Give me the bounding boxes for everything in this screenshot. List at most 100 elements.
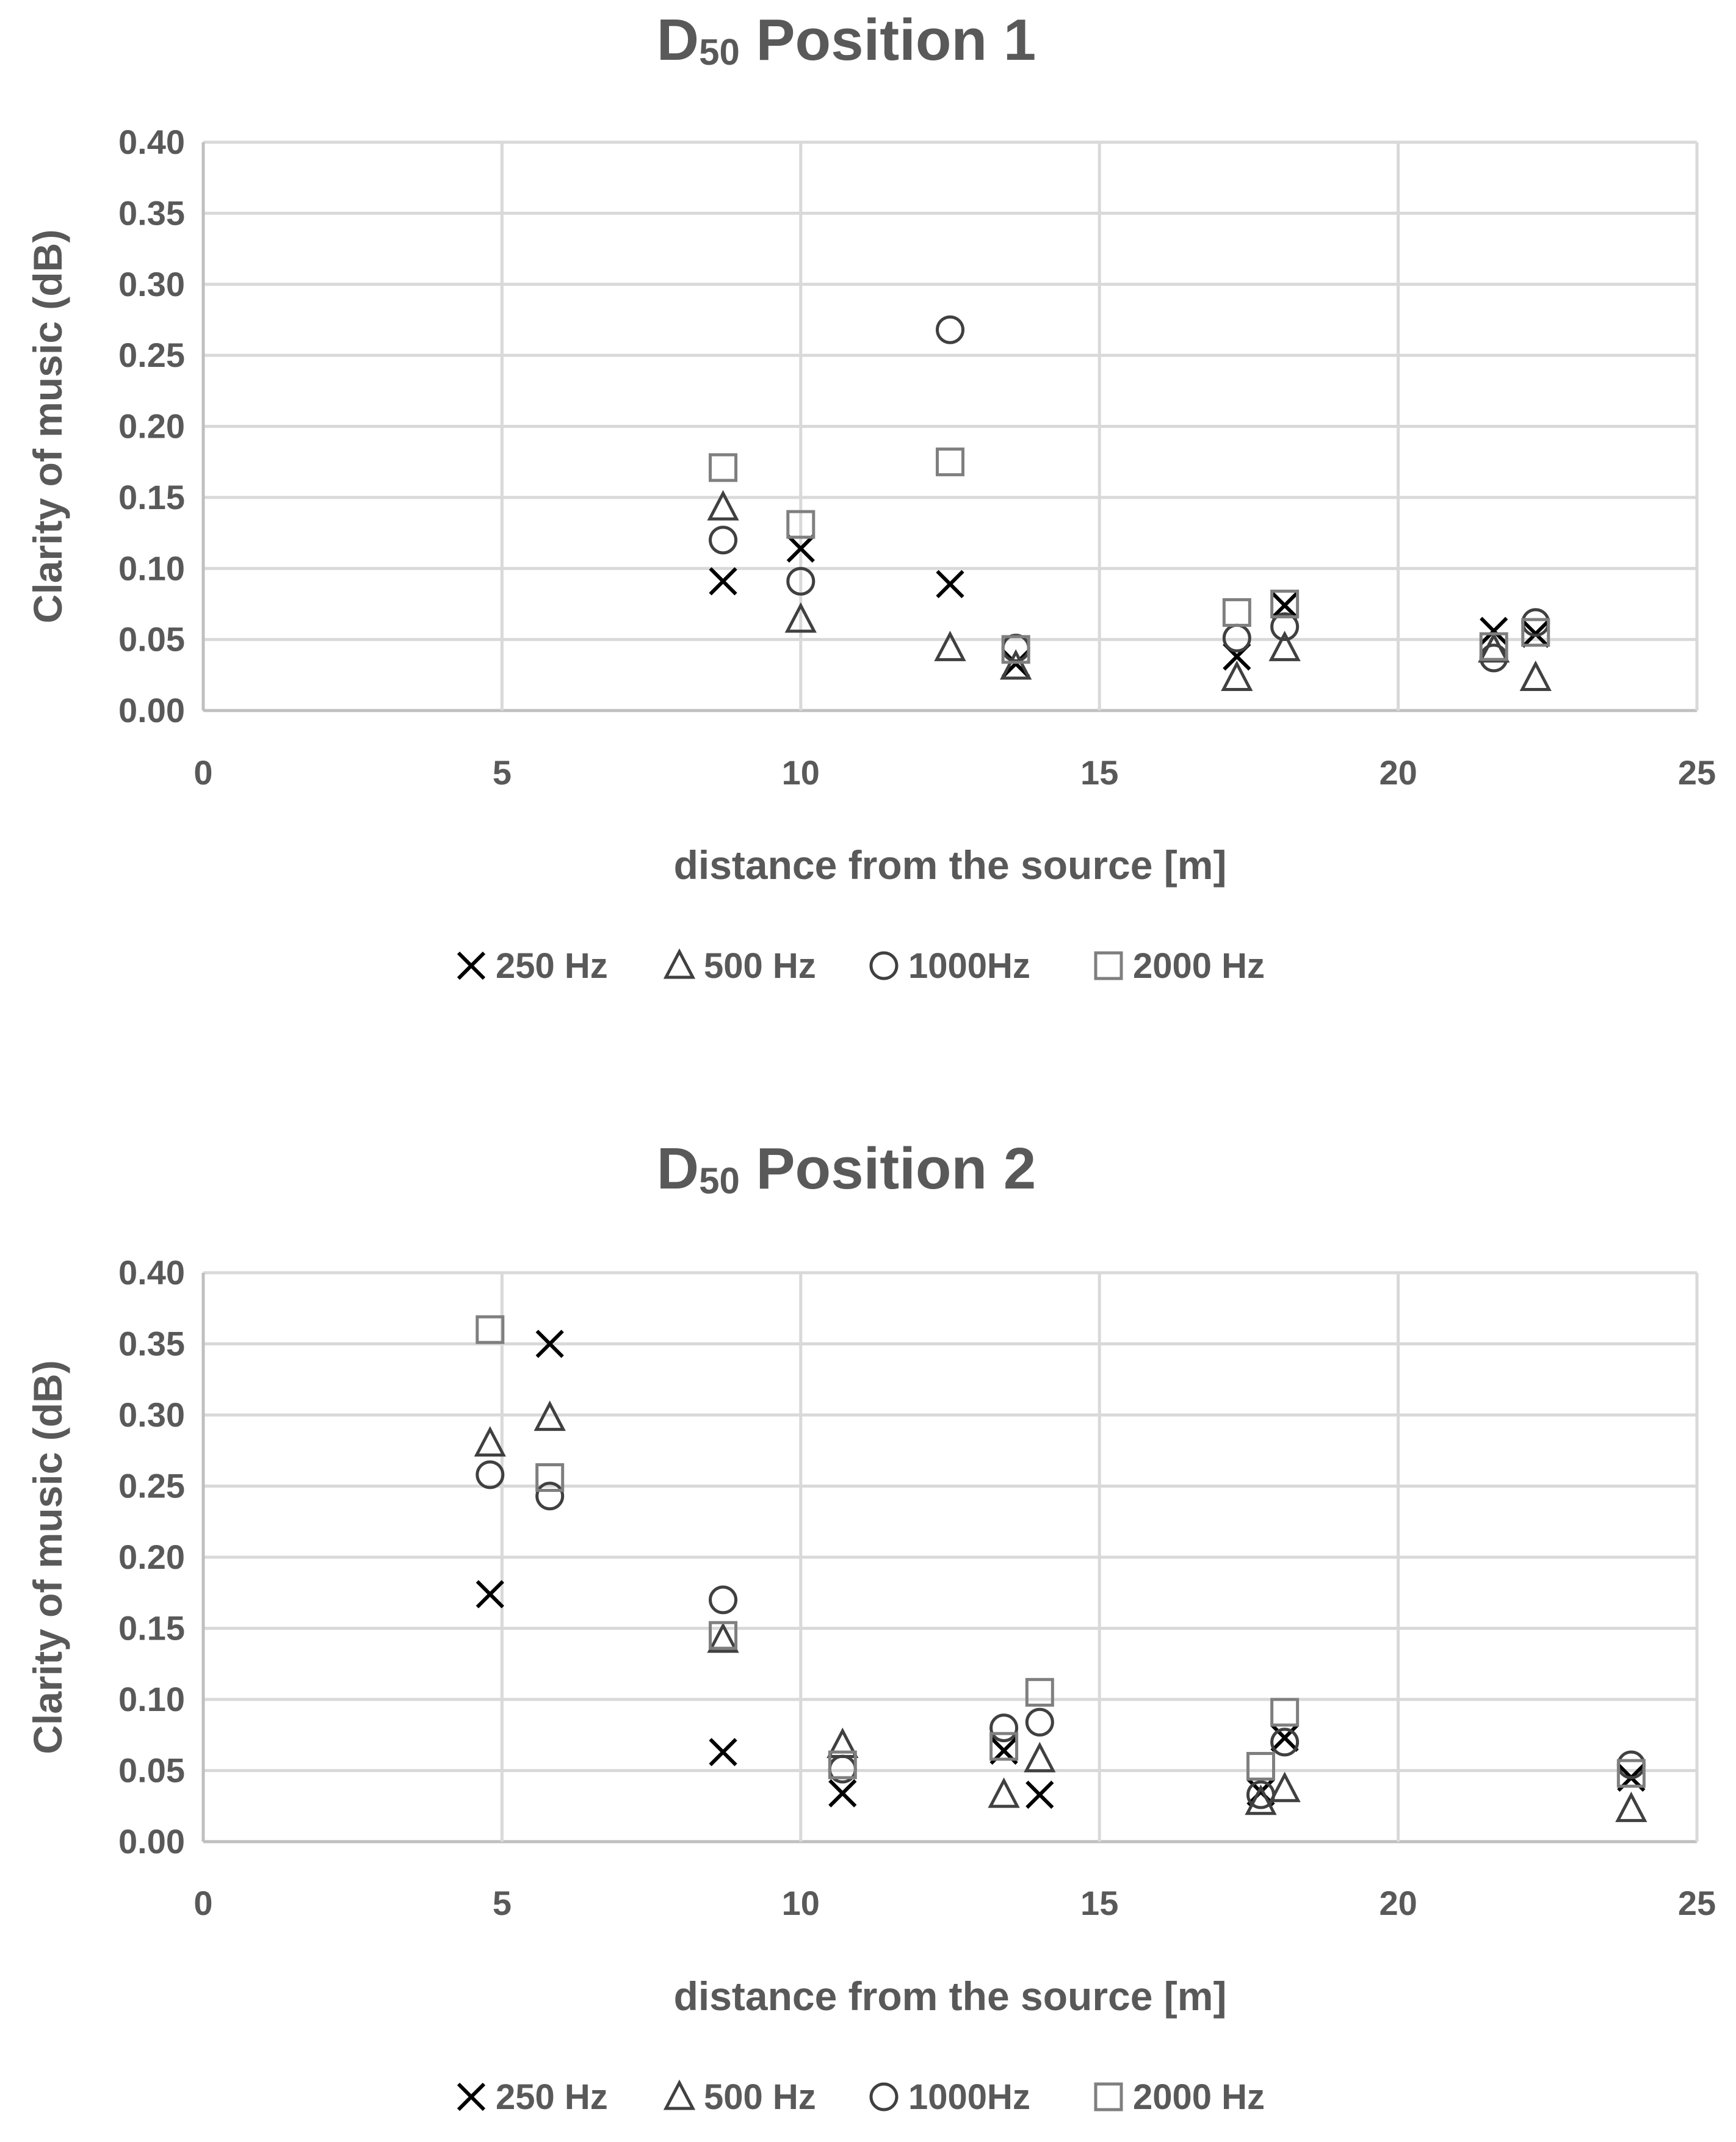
data-point-x (936, 570, 964, 598)
x-tick-label: 5 (493, 1884, 512, 1922)
data-point-x-stroke-b (1480, 617, 1508, 645)
x-tick-label: 10 (782, 1884, 820, 1922)
chart-title-subscript: 50 (699, 32, 740, 73)
y-tick-label: 0.35 (118, 194, 185, 232)
data-point-square (828, 1750, 857, 1779)
data-point-circle (535, 1482, 565, 1511)
y-tick-label: 0.30 (118, 1395, 185, 1434)
data-point-triangle (1000, 649, 1032, 680)
data-point-circle (786, 566, 816, 596)
y-tick-label: 0.15 (118, 478, 185, 516)
legend-item: 2000 Hz (1094, 2077, 1265, 2117)
data-point-triangle (707, 490, 739, 521)
data-point-x-stroke-b (1270, 1723, 1299, 1753)
data-point-square (476, 1315, 505, 1344)
y-tick-label: 0.00 (118, 691, 185, 729)
legend: 250 Hz 500 Hz 1000Hz 2000 Hz (457, 946, 1265, 986)
data-point-square (989, 1732, 1019, 1761)
data-point-triangle (474, 1426, 506, 1457)
legend-label: 2000 Hz (1133, 2077, 1265, 2117)
y-tick-label: 0.40 (118, 123, 185, 161)
data-point-circle (1246, 1780, 1275, 1809)
data-point-x (535, 1330, 564, 1358)
data-point-triangle (1245, 1784, 1277, 1815)
y-tick-label: 0.15 (118, 1609, 185, 1648)
x-tick-label: 10 (782, 753, 820, 792)
y-tick-label: 0.05 (118, 1751, 185, 1790)
data-point-x (476, 1580, 504, 1608)
legend-marker-x-stroke-b (457, 951, 486, 980)
legend-label: 250 Hz (496, 2077, 608, 2117)
y-tick-label: 0.10 (118, 1680, 185, 1718)
legend-marker-circle (869, 951, 899, 980)
y-axis-label: Clarity of music (dB) (25, 1360, 70, 1754)
data-point-circle (1270, 612, 1300, 642)
data-point-circle (1270, 1728, 1300, 1757)
legend-item: 2000 Hz (1094, 946, 1265, 986)
y-tick-label: 0.00 (118, 1822, 185, 1861)
chart-title-main: D (657, 7, 699, 73)
data-point-triangle (1024, 1742, 1056, 1773)
legend-label: 1000Hz (908, 946, 1030, 986)
data-point-x-stroke-b (1025, 1780, 1054, 1809)
chart-title: D50 Position 2 (657, 1136, 1036, 1201)
data-point-triangle (1519, 660, 1552, 691)
data-point-x-stroke-b (709, 1738, 737, 1767)
data-point-square (1222, 598, 1251, 627)
data-point-square (1479, 632, 1508, 661)
data-point-x (709, 567, 737, 596)
data-point-circle (709, 1585, 738, 1615)
data-point-x (1480, 617, 1508, 645)
data-point-circle (989, 1713, 1019, 1743)
data-point-x (709, 1738, 737, 1767)
legend-label: 500 Hz (704, 946, 816, 986)
x-tick-label: 20 (1379, 1884, 1417, 1922)
y-axis-label: Clarity of music (dB) (25, 230, 70, 623)
data-point-triangle (707, 1622, 739, 1653)
chart-panel-2: D50 Position 20.000.050.100.150.200.250.… (25, 1136, 1716, 2117)
y-tick-label: 0.35 (118, 1325, 185, 1363)
x-tick-label: 5 (493, 753, 512, 792)
legend: 250 Hz 500 Hz 1000Hz 2000 Hz (457, 2077, 1265, 2117)
x-tick-label: 0 (193, 753, 212, 792)
data-point-circle (1616, 1750, 1646, 1779)
x-tick-label: 25 (1678, 753, 1716, 792)
series-x (709, 534, 1550, 678)
series-triangle (474, 1400, 1647, 1822)
data-point-triangle (1268, 631, 1301, 662)
x-axis-label: distance from the source [m] (674, 1974, 1227, 2019)
data-point-x-stroke-b (476, 1580, 504, 1608)
legend-marker-triangle (663, 2079, 696, 2110)
series-x (476, 1330, 1646, 1809)
chart-title-subscript: 50 (699, 1160, 740, 1201)
y-tick-label: 0.10 (118, 549, 185, 587)
y-tick-label: 0.30 (118, 265, 185, 303)
y-tick-label: 0.25 (118, 336, 185, 374)
legend-label: 1000Hz (908, 2077, 1030, 2117)
series-circle (476, 1460, 1646, 1809)
chart-panel-1: D50 Position 10.000.050.100.150.200.250.… (25, 7, 1716, 986)
legend-marker-circle (869, 2082, 899, 2111)
y-tick-label: 0.40 (118, 1253, 185, 1292)
legend-label: 2000 Hz (1133, 946, 1265, 986)
legend-item: 500 Hz (663, 2077, 816, 2117)
data-point-x-stroke-b (709, 567, 737, 596)
data-point-triangle (1268, 1771, 1301, 1803)
data-point-square (1246, 1752, 1275, 1781)
data-point-square (936, 447, 964, 477)
x-axis-label: distance from the source [m] (674, 842, 1227, 888)
data-point-circle (709, 526, 738, 555)
data-point-x (828, 1779, 857, 1807)
x-tick-label: 25 (1678, 1884, 1716, 1922)
data-point-x (1270, 591, 1299, 620)
data-point-square (1521, 618, 1550, 647)
data-point-triangle (988, 1777, 1020, 1808)
y-tick-label: 0.25 (118, 1467, 185, 1505)
legend-item: 500 Hz (663, 946, 816, 986)
data-point-triangle (934, 631, 966, 662)
legend-marker-x (457, 2082, 486, 2111)
data-point-square (535, 1463, 565, 1493)
y-tick-label: 0.20 (118, 407, 185, 446)
data-point-square (1001, 635, 1030, 664)
